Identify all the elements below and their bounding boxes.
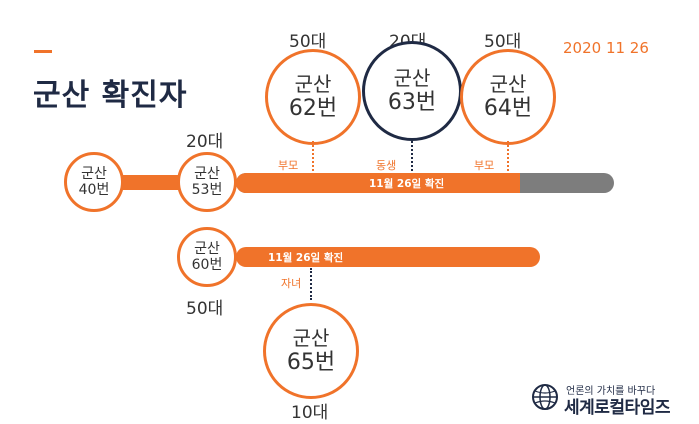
case-62-age: 50대 <box>289 32 327 52</box>
connector-40-53 <box>112 175 194 190</box>
case-node-40: 군산 40번 <box>64 152 124 212</box>
case-60-age: 50대 <box>186 299 224 319</box>
upper-timeline-bar <box>236 173 520 193</box>
relation-line-63 <box>411 141 413 171</box>
case-name: 군산 <box>81 165 107 182</box>
page-title: 군산 확진자 <box>33 78 188 113</box>
case-number: 40번 <box>78 182 110 198</box>
case-node-64: 군산 64번 <box>460 49 556 145</box>
case-63-relation: 동생 <box>376 159 397 172</box>
case-node-62: 군산 62번 <box>265 49 361 145</box>
case-53-age: 20대 <box>186 132 224 152</box>
logo-slogan: 언론의 가치를 바꾸다 <box>566 386 656 397</box>
case-name: 군산 <box>393 65 431 90</box>
case-name: 군산 <box>294 71 332 96</box>
publisher-logo: 언론의 가치를 바꾸다 세계로컬타임즈 <box>532 382 692 418</box>
lower-timeline-label: 11월 26일 확진 <box>268 252 344 264</box>
case-64-age: 50대 <box>484 32 522 52</box>
lower-timeline-bar <box>236 247 540 267</box>
case-62-relation: 부모 <box>278 159 299 172</box>
relation-line-62 <box>312 141 314 171</box>
case-name: 군산 <box>194 165 220 182</box>
title-accent-dash <box>34 50 52 53</box>
case-name: 군산 <box>194 240 220 257</box>
case-number: 60번 <box>191 257 223 273</box>
case-node-65: 군산 65번 <box>263 303 359 399</box>
case-node-60: 군산 60번 <box>177 227 237 287</box>
case-65-relation: 자녀 <box>281 277 302 290</box>
case-number: 53번 <box>191 182 223 198</box>
date-label: 2020 11 26 <box>563 39 649 57</box>
case-node-53: 군산 53번 <box>177 152 237 212</box>
case-name: 군산 <box>489 71 527 96</box>
case-65-age: 10대 <box>291 403 329 423</box>
case-number: 65번 <box>286 349 336 375</box>
relation-line-64 <box>507 141 509 171</box>
case-number: 63번 <box>387 89 437 115</box>
case-node-63: 군산 63번 <box>362 41 462 141</box>
globe-logo-icon <box>532 384 558 410</box>
upper-timeline-label: 11월 26일 확진 <box>369 178 445 190</box>
case-name: 군산 <box>292 325 330 350</box>
relation-line-65 <box>310 268 312 300</box>
logo-name: 세계로컬타임즈 <box>564 398 670 418</box>
case-64-relation: 부모 <box>474 159 495 172</box>
case-number: 62번 <box>288 95 338 121</box>
case-number: 64번 <box>483 95 533 121</box>
